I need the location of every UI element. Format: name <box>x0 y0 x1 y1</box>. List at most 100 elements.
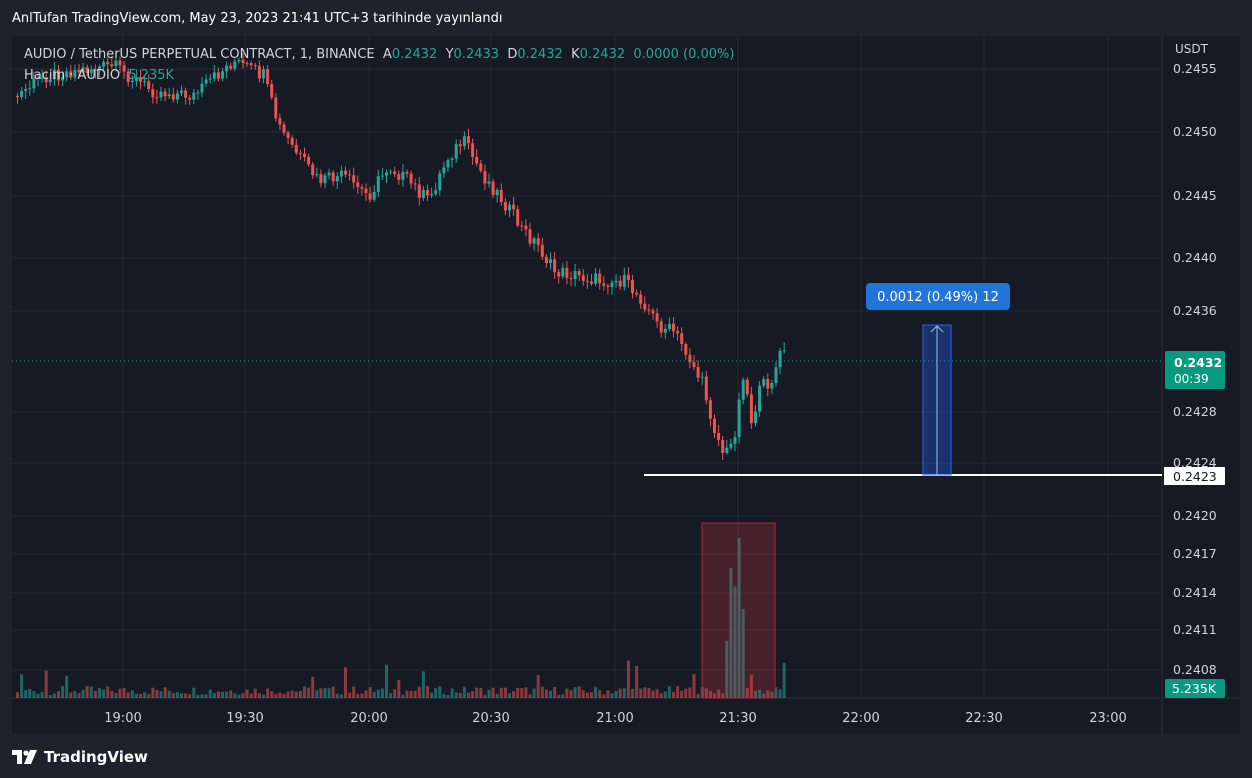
volume-bar <box>696 694 700 698</box>
candle-body <box>266 69 270 84</box>
candle-body <box>622 275 626 287</box>
volume-bar <box>758 689 762 698</box>
volume-bar <box>413 690 417 698</box>
volume-bar <box>237 694 241 698</box>
candle-body <box>249 63 253 66</box>
candle-body <box>442 167 446 174</box>
volume-bar <box>594 686 598 698</box>
volume-value-badge <box>1165 679 1225 698</box>
candle-body <box>446 160 450 168</box>
volume-bar <box>713 693 716 698</box>
volume-bar <box>360 693 364 698</box>
candle-body <box>635 292 639 295</box>
volume-bar <box>590 692 593 698</box>
candle-body <box>102 62 106 67</box>
candle-body <box>758 385 762 412</box>
volume-bar <box>569 690 573 698</box>
volume-bar <box>294 691 298 698</box>
candle-body <box>16 96 19 97</box>
volume-bar <box>508 693 511 698</box>
candle-body <box>594 273 598 284</box>
volume-bar <box>704 688 708 698</box>
volume-bar <box>770 691 774 698</box>
high-label: Y <box>445 47 454 62</box>
measure-arrow-head <box>930 325 944 333</box>
time-axis[interactable]: 19:00 19:30 20:00 20:30 21:00 21:30 22:00 22:30… <box>104 711 1126 726</box>
candle-body <box>204 79 208 84</box>
volume-bar <box>618 688 622 698</box>
candle-body <box>77 69 81 73</box>
candle-body <box>614 280 618 283</box>
candle-body <box>417 184 421 198</box>
volume-bar <box>192 687 196 698</box>
candle-body <box>659 321 663 333</box>
candle-body <box>286 132 290 138</box>
volume-bar <box>241 693 245 698</box>
volume-bar <box>733 586 737 698</box>
volume-bar <box>446 694 450 698</box>
candle-body <box>577 271 581 276</box>
volume-title[interactable]: Hacim · AUDIO <box>24 68 121 83</box>
candle-body <box>528 229 532 244</box>
candle-body <box>741 379 745 400</box>
volume-bar <box>585 692 589 698</box>
candle-body <box>426 190 429 196</box>
chart-area[interactable]: 0.0012 (0.49%) 12 0.2455 0.2450 0.2445 0.24… <box>12 36 1240 734</box>
volume-bars <box>16 538 786 698</box>
volume-bar <box>659 693 663 698</box>
candle-body <box>61 77 65 81</box>
candle-body <box>106 62 110 65</box>
volume-bar <box>741 608 745 698</box>
volume-bar <box>643 687 647 698</box>
candle-body <box>274 97 278 119</box>
price-tick-label: 0.2450 <box>1173 124 1217 139</box>
volume-bar <box>778 689 782 698</box>
candle-body <box>331 172 335 182</box>
volume-bar <box>762 693 766 698</box>
candle-body <box>307 156 311 165</box>
time-tick-label: 19:00 <box>104 711 141 726</box>
volume-bar <box>376 689 380 698</box>
volume-bar <box>102 689 106 698</box>
volume-bar <box>262 694 265 698</box>
volume-bar <box>774 687 778 698</box>
candle-body <box>344 170 347 175</box>
candle-body <box>655 313 659 322</box>
volume-bar <box>208 689 212 698</box>
volume-bar <box>85 686 89 698</box>
volume-bar <box>139 693 142 698</box>
volume-highlight-box[interactable] <box>701 522 776 699</box>
candle-body <box>385 172 388 176</box>
candle-body <box>536 238 540 245</box>
volume-bar <box>417 686 421 698</box>
close-label: K <box>571 47 580 62</box>
candle-body <box>303 153 306 157</box>
candle-body <box>159 91 163 98</box>
volume-bar <box>126 692 130 698</box>
price-axis[interactable]: 0.2455 0.2450 0.2445 0.2440 0.2436 0.2428 0.24… <box>1173 61 1217 677</box>
candle-body <box>368 193 372 200</box>
volume-bar <box>180 693 183 698</box>
candle-body <box>606 285 610 288</box>
candle-body <box>237 59 241 62</box>
candle-body <box>598 273 602 284</box>
candle-body <box>180 90 183 94</box>
volume-bar <box>487 689 491 698</box>
symbol-title[interactable]: AUDIO / TetherUS PERPETUAL CONTRACT, 1, … <box>24 47 375 62</box>
volume-bar <box>442 694 446 698</box>
volume-bar <box>462 686 466 698</box>
volume-bar <box>512 691 516 698</box>
volume-bar <box>188 694 192 698</box>
price-tick-label: 0.2408 <box>1173 662 1217 677</box>
candle-body <box>561 267 565 277</box>
price-chart-svg[interactable]: 0.0012 (0.49%) 12 0.24550.24500.24450.24… <box>12 36 1240 734</box>
candle-body <box>93 69 97 71</box>
time-tick-label: 21:30 <box>719 711 756 726</box>
footer-branding[interactable]: TradingView <box>12 745 148 769</box>
candle-body <box>553 259 557 273</box>
candle-body <box>721 439 725 453</box>
time-tick-label: 23:00 <box>1089 711 1126 726</box>
candle-body <box>717 432 721 440</box>
open-label: A <box>382 47 392 62</box>
volume-bar <box>266 688 270 698</box>
